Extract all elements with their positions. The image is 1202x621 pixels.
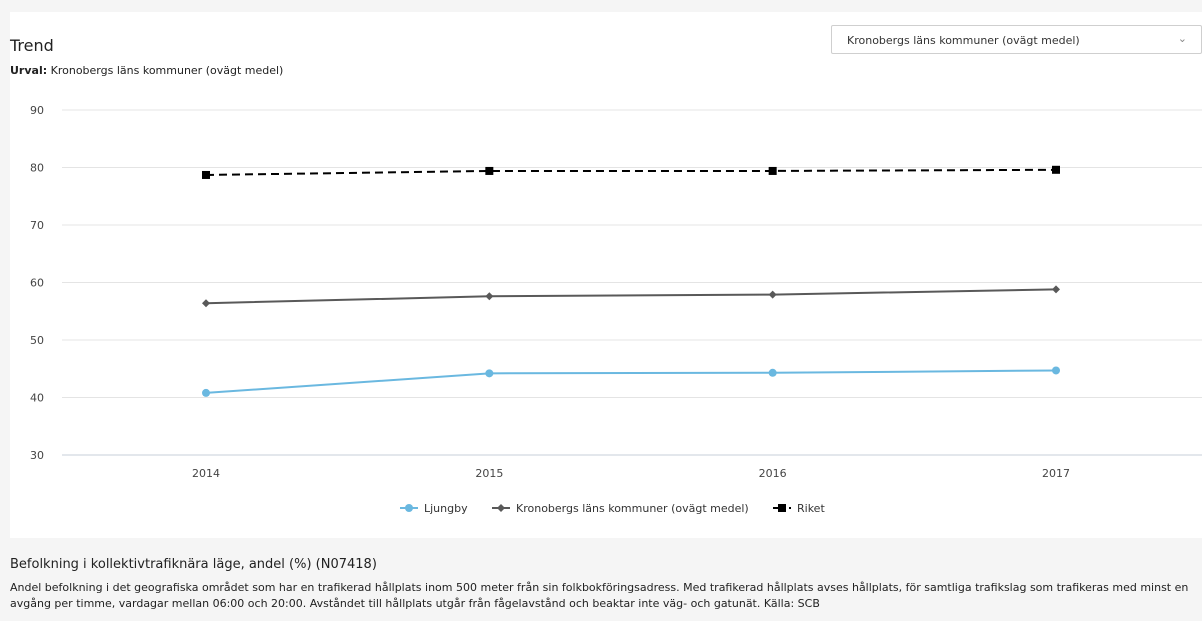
y-tick-label: 60 <box>30 277 44 290</box>
legend-swatch-marker <box>405 504 413 512</box>
legend-item-0: Ljungby <box>400 502 468 515</box>
chevron-down-icon: ⌄ <box>1177 32 1187 45</box>
x-tick-label: 2016 <box>759 467 787 480</box>
data-point-1-1 <box>485 292 494 301</box>
data-point-2-2 <box>768 166 777 175</box>
y-tick-label: 40 <box>30 392 44 405</box>
indicator-description: Befolkning i kollektivtrafiknära läge, a… <box>10 557 1200 612</box>
data-point-2-0 <box>202 170 210 179</box>
y-tick-label: 50 <box>30 334 44 347</box>
trend-card: Trend Urval: Kronobergs läns kommuner (o… <box>10 12 1202 538</box>
legend-label: Kronobergs läns kommuner (ovägt medel) <box>516 502 749 515</box>
legend-label: Riket <box>797 502 825 515</box>
indicator-text: Andel befolkning i det geografiska områd… <box>10 581 1189 610</box>
comparison-select-value: Kronobergs läns kommuner (ovägt medel) <box>847 34 1080 47</box>
chart-title: Trend <box>10 36 54 55</box>
data-point-0-1 <box>485 369 494 378</box>
data-point-1-3 <box>1052 285 1060 294</box>
y-tick-label: 30 <box>30 449 44 462</box>
data-point-0-2 <box>768 368 777 377</box>
data-point-2-1 <box>485 166 494 175</box>
data-point-2-3 <box>1052 165 1060 174</box>
legend-label: Ljungby <box>424 502 468 515</box>
y-tick-label: 70 <box>30 219 44 232</box>
x-tick-label: 2015 <box>475 467 503 480</box>
x-tick-label: 2014 <box>192 467 220 480</box>
indicator-title: Befolkning i kollektivtrafiknära läge, a… <box>10 557 377 572</box>
data-point-1-2 <box>768 290 777 299</box>
legend-item-2: Riket <box>773 502 825 515</box>
data-point-0-3 <box>1052 366 1060 375</box>
legend-swatch-marker <box>497 504 505 512</box>
comparison-select[interactable]: Kronobergs läns kommuner (ovägt medel) ⌄ <box>831 25 1202 54</box>
urval-label: Urval: <box>10 64 48 77</box>
x-tick-label: 2017 <box>1042 467 1070 480</box>
data-point-0-0 <box>202 388 210 397</box>
legend-swatch-marker <box>778 504 786 512</box>
series-line-2 <box>205 168 1057 176</box>
selection-summary: Urval: Kronobergs läns kommuner (ovägt m… <box>10 64 283 77</box>
y-tick-label: 80 <box>30 162 44 175</box>
y-tick-label: 90 <box>30 104 44 117</box>
series-line-1 <box>205 288 1057 305</box>
series-line-0 <box>205 369 1057 394</box>
legend-item-1: Kronobergs läns kommuner (ovägt medel) <box>492 502 749 515</box>
urval-value: Kronobergs läns kommuner (ovägt medel) <box>50 64 284 77</box>
data-point-1-0 <box>202 299 210 308</box>
trend-chart: 30 40 50 60 70 80 90 2014 2015 2016 2017 Ljungby K… <box>30 104 1202 515</box>
